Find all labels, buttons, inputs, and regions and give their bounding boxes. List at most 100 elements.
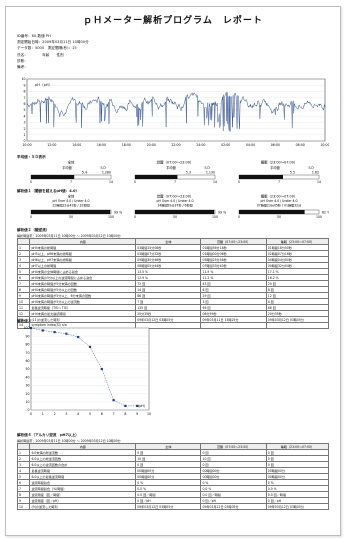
ph-y-tick: 8 — [23, 90, 25, 94]
meta-line: 測定開始日時：2009年03月11日 10時00分 — [17, 40, 89, 45]
table-cell: 10 — [16, 503, 31, 510]
ratio-group-label: 全体 — [68, 194, 75, 199]
table-cell: 13 — [16, 316, 31, 323]
ph-x-tick: 08:00 — [296, 143, 305, 147]
ph-x-tick: 24:00 — [196, 143, 205, 147]
curve-point — [41, 329, 44, 332]
curve-y-tick: 80 — [25, 343, 29, 347]
curve-x-tick: 7 — [113, 412, 115, 416]
curve-y-tick: 100 — [23, 326, 29, 330]
ratio-line2: 07時間23分05秒 / 01時間32分 — [257, 203, 301, 208]
table-row: 4 pH7以上の総時間 08時間05分44秒 07時間33分40秒 00時間32分04秒 — [16, 262, 330, 269]
ratio-scale-tick: 0 — [134, 215, 136, 219]
avg-scale-tick: 7 — [70, 180, 72, 184]
table-header-row: 内容 全体 覚醒（07:00～23:00） 睡眠（23:00～07:00） — [16, 238, 330, 245]
ph-x-tick: 22:00 — [171, 143, 180, 147]
curve-point — [112, 399, 115, 402]
ratio-scale-tick: 0 — [238, 215, 240, 219]
ratio-bar-fill — [31, 210, 111, 214]
table-row: 10 (9)の逆流した時刻 09年03月12日 03時05分 09年03月12日 03… — [16, 503, 330, 510]
ratio-scale-tick: 50 — [277, 215, 281, 219]
curve-x-tick: 0 — [30, 412, 32, 416]
curve-point — [100, 367, 103, 371]
table-row: 13 (11)の逆流した時刻 09年03月12日 03時05分 09年03月11日 1… — [16, 316, 330, 323]
ratio-line1: pH Over 4.0 / Under 4.0 — [261, 199, 298, 203]
curve-x-tick: 2 — [54, 412, 56, 416]
ratio-group-label: 睡眠（23:00～07:00） — [261, 194, 298, 199]
report-page: ｐＨメーター解析プログラム レポート ID番号：60-数値 PH 測定開始日時：… — [5, 6, 341, 536]
curve-y-tick: 0 — [27, 408, 29, 412]
curve-x-tick: 3 — [65, 412, 67, 416]
sd-col-label: ＳＤ — [308, 166, 314, 170]
curve-line — [30, 327, 138, 407]
curve-y-tick: 90 — [25, 334, 29, 338]
curve-point — [77, 335, 80, 339]
report-title: ｐＨメーター解析プログラム レポート — [83, 16, 263, 26]
ratio-scale-tick: 100 — [212, 215, 218, 219]
ratio-bar-fill — [239, 210, 305, 214]
ph-y-tick: 6 — [23, 102, 25, 106]
curve-point — [124, 404, 127, 407]
table2-period: 解析時間帯：2009年03月11日 10時00分 ～ 2009年03月12日 1… — [17, 439, 121, 443]
ph-x-tick: 20:00 — [147, 143, 156, 147]
ph-y-tick: 2 — [23, 127, 25, 131]
avg-scale-tick: 14 — [317, 180, 321, 184]
curve-y-tick: 10 — [25, 400, 29, 404]
avg-bar-fill — [135, 175, 178, 179]
ph-y-tick: 0 — [23, 139, 25, 143]
table-cell: 09年03月12日 03時05分 — [135, 503, 202, 510]
acid-reflux-table: 内容 全体 覚醒（07:00～23:00） 睡眠（23:00～07:00） 1 pH4未満… — [16, 238, 330, 329]
curve-y-tick: 50 — [25, 367, 29, 371]
avg-group-label: 睡眠（23:00～07:00） — [261, 160, 298, 165]
ph-x-tick: 06:00 — [271, 143, 280, 147]
sd-col-label: ＳＤ — [100, 166, 106, 170]
table-cell: (9)の逆流した時刻 — [29, 503, 137, 510]
avg-bar-fill — [239, 175, 283, 179]
table-cell: 09年03月12日 03時05分 — [265, 316, 330, 323]
ratio-scale-tick: 50 — [173, 215, 177, 219]
avg-value: 5.5 — [290, 171, 295, 175]
ph-y-tick: 10 — [21, 77, 25, 81]
curve-point — [29, 326, 33, 330]
avg-heading: 平均値・ＳＤ表示 — [17, 155, 46, 159]
avg-scale-tick: 0 — [238, 180, 240, 184]
alkaline-reflux-table: 内容 全体 覚醒（07:00～23:00） 睡眠（23:00～07:00） 1 6.0未満… — [16, 443, 330, 510]
curve-x-tick: 1 — [42, 412, 44, 416]
ratio-pct: 99 % — [218, 210, 226, 214]
curve-point — [65, 332, 68, 335]
avg-scale-tick: 0 — [134, 180, 136, 184]
table-cell: 09年03月12日 03時05分 — [200, 503, 267, 510]
avg-group-label: 全体 — [68, 160, 75, 165]
ratio-scale-tick: 0 — [30, 215, 32, 219]
ph-chart-label: pH（pH） — [35, 82, 52, 87]
avg-col-label: 平均値 — [62, 165, 72, 170]
table-header-row: 内容 全体 覚醒（07:00～23:00） 睡眠（23:00～07:00） — [16, 443, 330, 450]
curve-y-tick: 40 — [25, 375, 29, 379]
meta-line: 診断： — [17, 58, 28, 63]
meta-line: 備考： — [17, 65, 28, 70]
curve-point — [88, 345, 92, 348]
avg-scale-tick: 14 — [213, 180, 217, 184]
curve-x-tick: 5 — [89, 412, 91, 416]
ph-y-tick: 7 — [23, 96, 25, 100]
curve-x-tick: 10 — [147, 412, 151, 416]
ratio-group-label: 覚醒（07:00～23:00） — [157, 194, 194, 199]
avg-value: 5.3 — [186, 171, 191, 175]
avg-scale-tick: 0 — [30, 180, 32, 184]
ph-x-tick: 10:00 — [320, 143, 329, 147]
sd-value: 1.62 — [312, 171, 319, 175]
table2-heading: 解析値４（アルカリ逆流 pH7以上） — [17, 433, 79, 437]
table1-heading: 解析値２（酸逆流） — [17, 228, 50, 232]
sd-col-label: ＳＤ — [204, 166, 210, 170]
curve-x-unit: （pH） — [136, 403, 147, 408]
ratio-heading: 解析値１（閾値を越えるpH値：4.0） — [17, 189, 80, 193]
ph-x-tick: 02:00 — [221, 143, 230, 147]
table-cell: 09年03月12日 03時05分 — [265, 503, 330, 510]
meta-line: データ数：5000 測定間隔(秒)：15 — [17, 46, 77, 51]
patient-info: ID番号：60-数値 PH 測定開始日時：2009年03月11日 10時00分 … — [17, 33, 89, 70]
table-cell — [200, 322, 267, 329]
ph-y-tick: 3 — [23, 121, 25, 125]
avg-scale-tick: 14 — [109, 180, 113, 184]
